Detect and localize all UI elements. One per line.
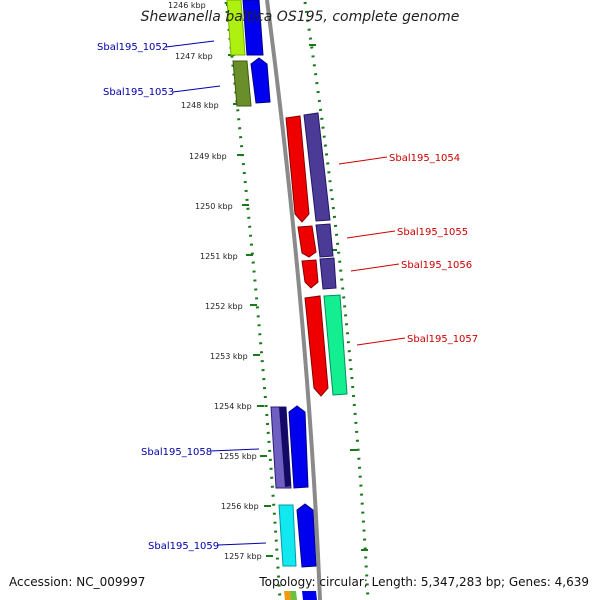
gene-label-sbal195-1057[interactable]: Sbal195_1057 [407, 334, 478, 345]
gene-block-partial-bottom [290, 591, 297, 600]
gene-block-sbal195-1056-outer[interactable] [301, 259, 319, 289]
tick-label: 1252 kbp [205, 302, 243, 311]
gene-block-partial-bottom [284, 591, 291, 600]
gene-block-sbal195-1054-outer[interactable] [285, 115, 310, 223]
gene-block-sbal195-1052-outer[interactable] [226, 0, 246, 56]
tick-label: 1250 kbp [195, 202, 233, 211]
gene-label-sbal195-1059[interactable]: Sbal195_1059 [148, 541, 219, 552]
gene-block-sbal195-1054-inner[interactable] [303, 112, 331, 222]
tick-label: 1253 kbp [210, 352, 248, 361]
tick-label: 1246 kbp [168, 1, 206, 10]
genome-summary-text: Topology: circular; Length: 5,347,283 bp… [259, 575, 589, 589]
gene-block-sbal195-1057-inner[interactable] [323, 294, 348, 396]
tick-label: 1255 kbp [219, 452, 257, 461]
gene-block-sbal195-1059-outer[interactable] [278, 504, 297, 567]
gene-labels: Sbal195_1052 Sbal195_1053 Sbal195_1054 S… [97, 42, 478, 552]
tick-label: 1256 kbp [221, 502, 259, 511]
tick-label: 1254 kbp [214, 402, 252, 411]
gene-block-sbal195-1052-inner[interactable] [242, 0, 264, 56]
gene-block-sbal195-1056-inner[interactable] [319, 257, 337, 290]
accession-text: Accession: NC_009997 [9, 575, 146, 589]
tick-label: 1257 kbp [224, 552, 262, 561]
gene-label-sbal195-1054[interactable]: Sbal195_1054 [389, 153, 460, 164]
map-title: Shewanella baltica OS195, complete genom… [140, 9, 460, 25]
gene-label-sbal195-1056[interactable]: Sbal195_1056 [401, 260, 472, 271]
gene-label-sbal195-1055[interactable]: Sbal195_1055 [397, 227, 468, 238]
gene-block-sbal195-1055-inner[interactable] [315, 223, 334, 258]
gene-block-sbal195-1058-mid[interactable] [279, 407, 291, 487]
tick-marks [226, 4, 368, 557]
gene-label-sbal195-1053[interactable]: Sbal195_1053 [103, 87, 174, 98]
tick-label: 1249 kbp [189, 152, 227, 161]
tick-label: 1251 kbp [200, 252, 238, 261]
tick-label: 1247 kbp [175, 52, 213, 61]
gene-block-sbal195-1053-inner[interactable] [250, 57, 271, 104]
tick-labels: 1246 kbp 1247 kbp 1248 kbp 1249 kbp 1250… [168, 1, 262, 561]
gene-label-sbal195-1058[interactable]: Sbal195_1058 [141, 447, 212, 458]
gene-block-partial-bottom [302, 591, 317, 600]
gene-block-sbal195-1059-inner[interactable] [296, 503, 317, 568]
gene-block-sbal195-1053-outer[interactable] [232, 60, 252, 107]
leader-lines [165, 40, 406, 546]
gene-block-sbal195-1058-inner[interactable] [288, 405, 309, 489]
gene-block-sbal195-1055-outer[interactable] [297, 225, 317, 258]
gene-block-sbal195-1057-outer[interactable] [304, 295, 329, 397]
gene-blocks [226, 0, 348, 600]
tick-label: 1248 kbp [181, 101, 219, 110]
genome-backbone [265, 0, 322, 600]
gene-label-sbal195-1052[interactable]: Sbal195_1052 [97, 42, 168, 53]
